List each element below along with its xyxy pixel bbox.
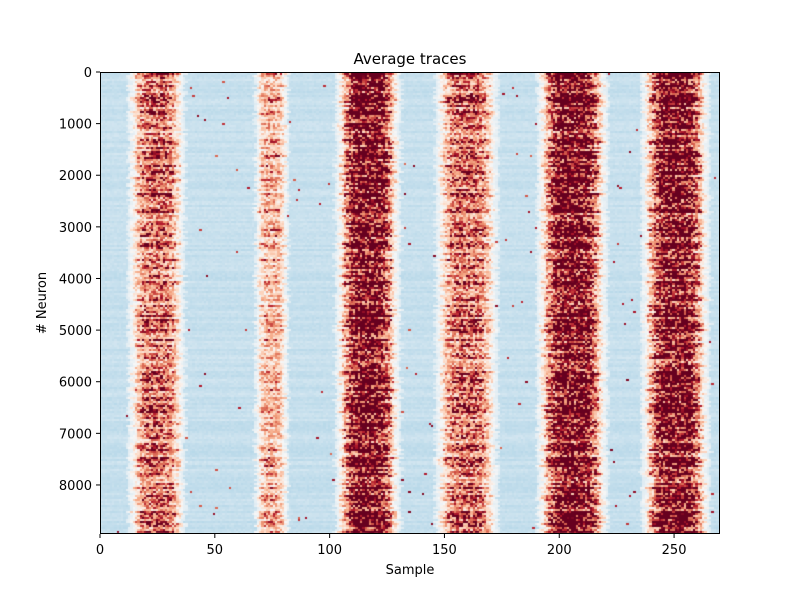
x-tick-label: 100 [317,543,342,558]
x-tick-label: 150 [432,543,457,558]
x-tick-label: 200 [547,543,572,558]
x-axis-label: Sample [386,563,435,578]
y-tick-label: 0 [84,66,92,81]
y-tick-label: 2000 [59,169,92,184]
x-tick-label: 250 [662,543,687,558]
heatmap-image [101,73,719,533]
y-tick-label: 3000 [59,221,92,236]
heatmap-plot-area [100,72,720,534]
y-tick-label: 8000 [59,479,92,494]
y-tick-label: 5000 [59,324,92,339]
y-axis-ticks: 0 1000 2000 3000 4000 5000 6000 7000 8000 [59,66,100,494]
y-tick-label: 6000 [59,376,92,391]
x-tick-label: 0 [96,543,104,558]
y-tick-label: 7000 [59,427,92,442]
y-tick-label: 4000 [59,272,92,287]
y-tick-label: 1000 [59,118,92,133]
x-axis-ticks: 0 50 100 150 200 250 [96,534,687,558]
chart-title: Average traces [354,50,467,68]
y-axis-label: # Neuron [35,272,50,334]
x-tick-label: 50 [207,543,224,558]
